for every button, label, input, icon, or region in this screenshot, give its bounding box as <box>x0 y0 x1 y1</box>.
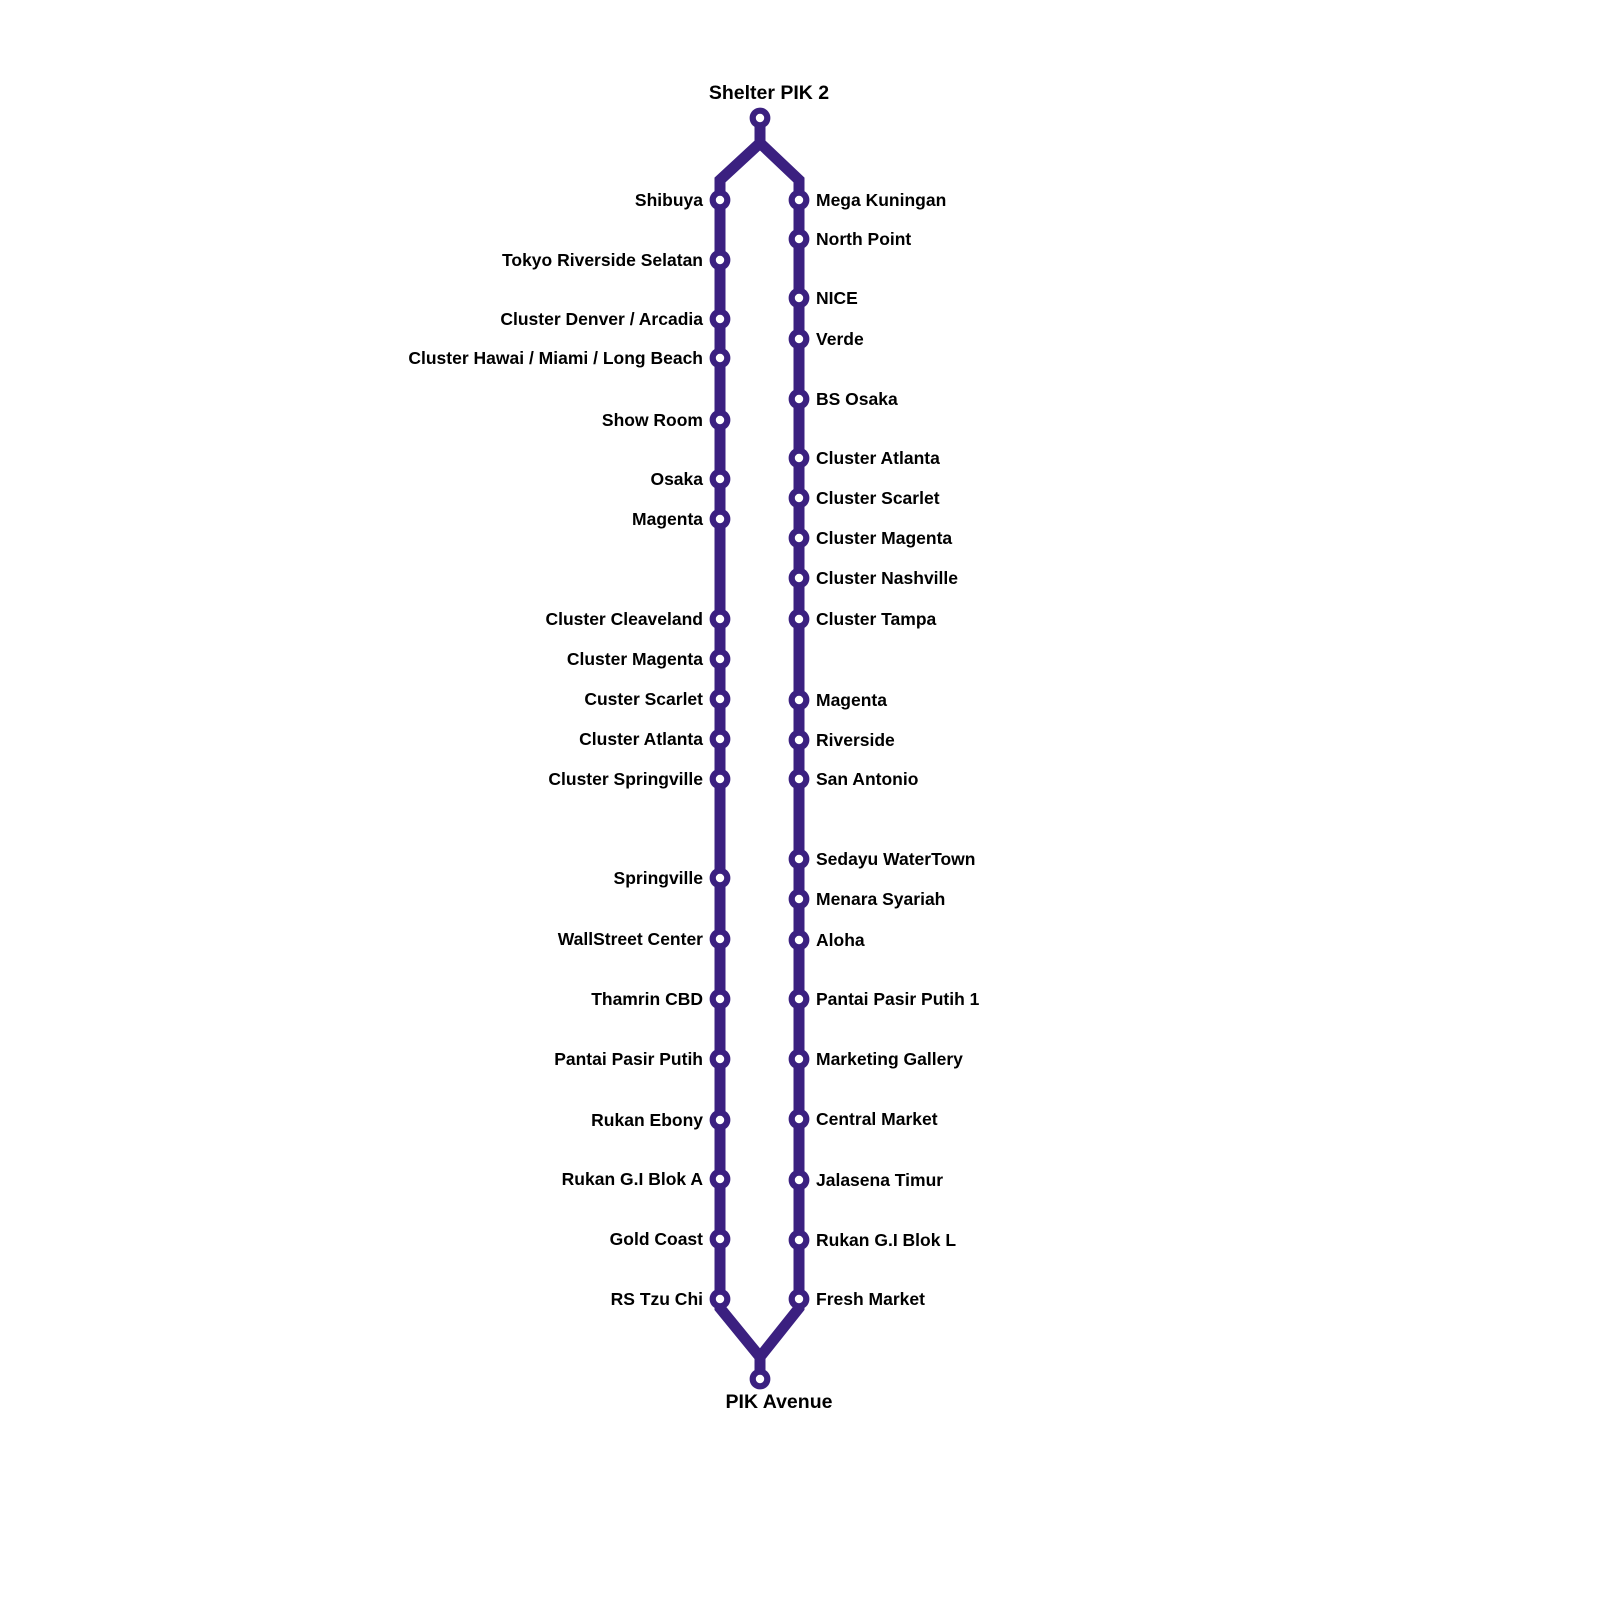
station-label: Mega Kuningan <box>816 190 946 210</box>
station-node <box>788 1169 810 1191</box>
station-node <box>709 347 731 369</box>
station-node <box>709 728 731 750</box>
station-node <box>709 1288 731 1310</box>
station-label: Custer Scarlet <box>584 689 703 709</box>
station-node <box>788 768 810 790</box>
station-node <box>709 867 731 889</box>
station-node <box>709 409 731 431</box>
station-label: Cluster Springville <box>548 769 703 789</box>
route-line <box>714 118 805 1379</box>
station-node <box>788 848 810 870</box>
station-label: Show Room <box>602 410 703 430</box>
station-node <box>788 729 810 751</box>
station-label: Pantai Pasir Putih 1 <box>816 989 980 1009</box>
station-node <box>709 928 731 950</box>
station-label: Cluster Denver / Arcadia <box>500 309 703 329</box>
station-label: Magenta <box>632 509 703 529</box>
station-label: Rukan Ebony <box>591 1110 703 1130</box>
station-label: Cluster Scarlet <box>816 488 940 508</box>
station-node <box>788 287 810 309</box>
station-label: Gold Coast <box>610 1229 704 1249</box>
station-label: Tokyo Riverside Selatan <box>502 250 703 270</box>
station-label: WallStreet Center <box>558 929 703 949</box>
station-node <box>709 688 731 710</box>
station-label: Cluster Cleaveland <box>545 609 703 629</box>
station-label: Cluster Hawai / Miami / Long Beach <box>408 348 703 368</box>
station-label: Springville <box>614 868 704 888</box>
station-node <box>709 768 731 790</box>
terminal-label: PIK Avenue <box>726 1391 833 1413</box>
station-node <box>788 988 810 1010</box>
station-label: North Point <box>816 229 911 249</box>
station-label: San Antonio <box>816 769 918 789</box>
station-label: RS Tzu Chi <box>611 1289 703 1309</box>
station-node <box>788 228 810 250</box>
station-node <box>788 689 810 711</box>
station-label: Cluster Magenta <box>816 528 952 548</box>
station-label: Menara Syariah <box>816 889 945 909</box>
station-label: Osaka <box>650 469 703 489</box>
route-loop-path <box>714 118 805 1379</box>
station-label: NICE <box>816 288 858 308</box>
station-node <box>709 508 731 530</box>
station-node <box>788 487 810 509</box>
station-label: Marketing Gallery <box>816 1049 963 1069</box>
station-label: Cluster Atlanta <box>816 448 940 468</box>
station-node <box>709 608 731 630</box>
station-label: Riverside <box>816 730 895 750</box>
route-stations <box>709 107 810 1390</box>
station-label: Fresh Market <box>816 1289 925 1309</box>
terminal-label: Shelter PIK 2 <box>709 82 829 104</box>
station-label: Magenta <box>816 690 887 710</box>
station-node <box>709 468 731 490</box>
station-node <box>788 527 810 549</box>
station-node <box>709 648 731 670</box>
station-node <box>709 308 731 330</box>
station-label: Aloha <box>816 930 865 950</box>
station-node <box>709 1228 731 1250</box>
station-node <box>788 1108 810 1130</box>
station-label: Central Market <box>816 1109 938 1129</box>
station-node <box>788 1048 810 1070</box>
station-label: Jalasena Timur <box>816 1170 943 1190</box>
station-node <box>788 447 810 469</box>
station-node <box>788 1229 810 1251</box>
station-node <box>788 189 810 211</box>
station-label: Sedayu WaterTown <box>816 849 975 869</box>
station-label: BS Osaka <box>816 389 898 409</box>
station-node <box>709 249 731 271</box>
station-node <box>788 608 810 630</box>
station-node <box>788 888 810 910</box>
station-label: Pantai Pasir Putih <box>554 1049 703 1069</box>
terminal-node <box>749 1368 771 1390</box>
station-node <box>709 189 731 211</box>
station-label: Verde <box>816 329 864 349</box>
route-labels: Shibuya Tokyo Riverside Selatan Cluster De… <box>408 82 979 1413</box>
station-label: Rukan G.I Blok L <box>816 1230 956 1250</box>
station-node <box>709 1168 731 1190</box>
station-node <box>709 1109 731 1131</box>
station-node <box>709 988 731 1010</box>
station-label: Cluster Magenta <box>567 649 703 669</box>
station-node <box>709 1048 731 1070</box>
station-label: Cluster Tampa <box>816 609 937 629</box>
station-node <box>788 929 810 951</box>
station-label: Cluster Nashville <box>816 568 958 588</box>
station-label: Thamrin CBD <box>591 989 703 1009</box>
station-node <box>788 1288 810 1310</box>
station-node <box>788 328 810 350</box>
station-label: Cluster Atlanta <box>579 729 703 749</box>
station-node <box>788 388 810 410</box>
terminal-node <box>749 107 771 129</box>
station-label: Shibuya <box>635 190 703 210</box>
station-node <box>788 567 810 589</box>
station-label: Rukan G.I Blok A <box>562 1169 704 1189</box>
